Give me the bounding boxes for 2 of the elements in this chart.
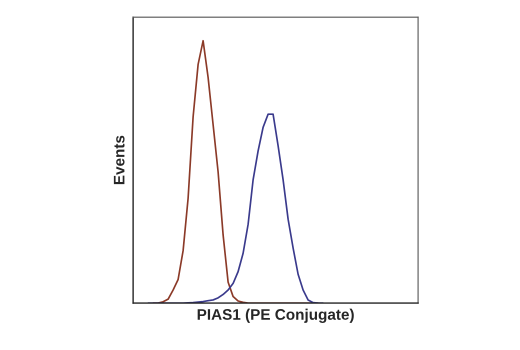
y-axis-title: Events	[114, 136, 125, 184]
x-axis-title: PIAS1 (PE Conjugate)	[198, 308, 354, 323]
